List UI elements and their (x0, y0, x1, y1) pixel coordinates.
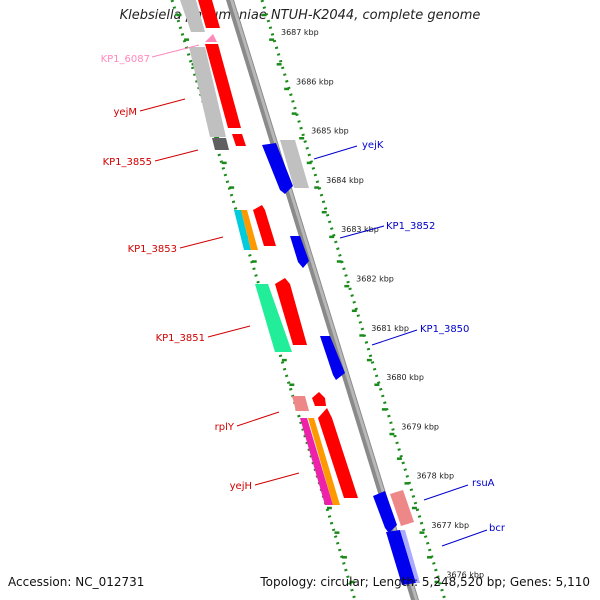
gene-KP1_3850[interactable] (320, 336, 345, 380)
gene-label-yejH[interactable]: yejH (230, 481, 252, 492)
gene-KP1_3852[interactable] (290, 236, 309, 268)
leader-line (207, 325, 251, 338)
gene-KP1_3853-b[interactable] (241, 210, 258, 250)
leader-line (254, 472, 300, 486)
gene-bcr[interactable] (386, 530, 416, 585)
gene-yejK[interactable] (280, 140, 309, 188)
gene-label-KP1_3855[interactable]: KP1_3855 (103, 157, 152, 168)
gene-KP1_3851[interactable] (255, 284, 292, 352)
gene-block[interactable] (198, 0, 220, 28)
leader-line (151, 44, 200, 58)
gene-rsuA-b[interactable] (390, 490, 414, 526)
leader-line (423, 484, 469, 501)
gene-yejM-tip[interactable] (232, 134, 246, 146)
leader-line (441, 529, 488, 547)
gene-KP1_6087[interactable] (205, 34, 217, 42)
gene-label-rsuA[interactable]: rsuA (472, 478, 495, 489)
gene-label-KP1_3851[interactable]: KP1_3851 (156, 333, 205, 344)
gene-rsuA[interactable] (373, 491, 397, 533)
kbp-tick-label: 3682 kbp (356, 275, 394, 284)
gene-yejH-a[interactable] (300, 418, 333, 505)
gene-yejM[interactable] (205, 44, 241, 128)
leader-line (371, 329, 418, 346)
kbp-tick-label: 3678 kbp (416, 472, 454, 481)
kbp-tick-label: 3687 kbp (281, 28, 319, 37)
kbp-tick-label: 3676 kbp (446, 570, 484, 579)
gene-label-KP1_3850[interactable]: KP1_3850 (420, 324, 469, 335)
kbp-tick-label: 3684 kbp (326, 176, 364, 185)
leader-line (139, 98, 186, 112)
gene-KP1_3855[interactable] (212, 138, 229, 150)
kbp-tick-label: 3677 kbp (431, 521, 469, 530)
gene-yejK-a[interactable] (262, 143, 293, 194)
gene-yejH-c[interactable] (318, 408, 358, 498)
genome-summary-text: Topology: circular; Length: 5,248,520 bp… (260, 575, 590, 589)
leader-line (179, 236, 224, 249)
kbp-tick-label: 3683 kbp (341, 225, 379, 234)
gene-label-KP1_3852[interactable]: KP1_3852 (386, 221, 435, 232)
gene-label-yejM[interactable]: yejM (114, 107, 137, 118)
gene-label-rplY[interactable]: rplY (215, 422, 235, 433)
gene-label-yejK[interactable]: yejK (362, 140, 384, 151)
kbp-tick-label: 3681 kbp (371, 324, 409, 333)
kbp-tick-label: 3680 kbp (386, 373, 424, 382)
gene-KP1_3853-c[interactable] (253, 205, 276, 246)
gene-KP1_3853-a[interactable] (234, 210, 251, 250)
gene-label-bcr[interactable]: bcr (489, 523, 506, 534)
kbp-tick-label: 3686 kbp (296, 77, 334, 86)
accession-text: Accession: NC_012731 (8, 575, 145, 589)
gene-rplY-b[interactable] (312, 392, 326, 406)
kbp-tick-label: 3685 kbp (311, 127, 349, 136)
kbp-scale-labels: 3687 kbp 3686 kbp 3685 kbp 3684 kbp 3683 kbp… (281, 28, 484, 579)
leader-line (236, 411, 280, 427)
gene-label-KP1_6087[interactable]: KP1_6087 (101, 54, 150, 65)
gene-rplY[interactable] (292, 396, 309, 411)
leader-line (154, 149, 199, 162)
leader-line (339, 225, 385, 239)
gene-KP1_3851-b[interactable] (275, 278, 307, 345)
gene-yejH-b[interactable] (308, 418, 340, 505)
kbp-tick-label: 3679 kbp (401, 422, 439, 431)
gene-label-KP1_3853[interactable]: KP1_3853 (128, 244, 177, 255)
gene-bcr-b[interactable] (400, 530, 420, 583)
gene-block[interactable] (180, 0, 205, 32)
gene-yejM-precursor[interactable] (189, 47, 226, 137)
leader-line (313, 145, 358, 160)
